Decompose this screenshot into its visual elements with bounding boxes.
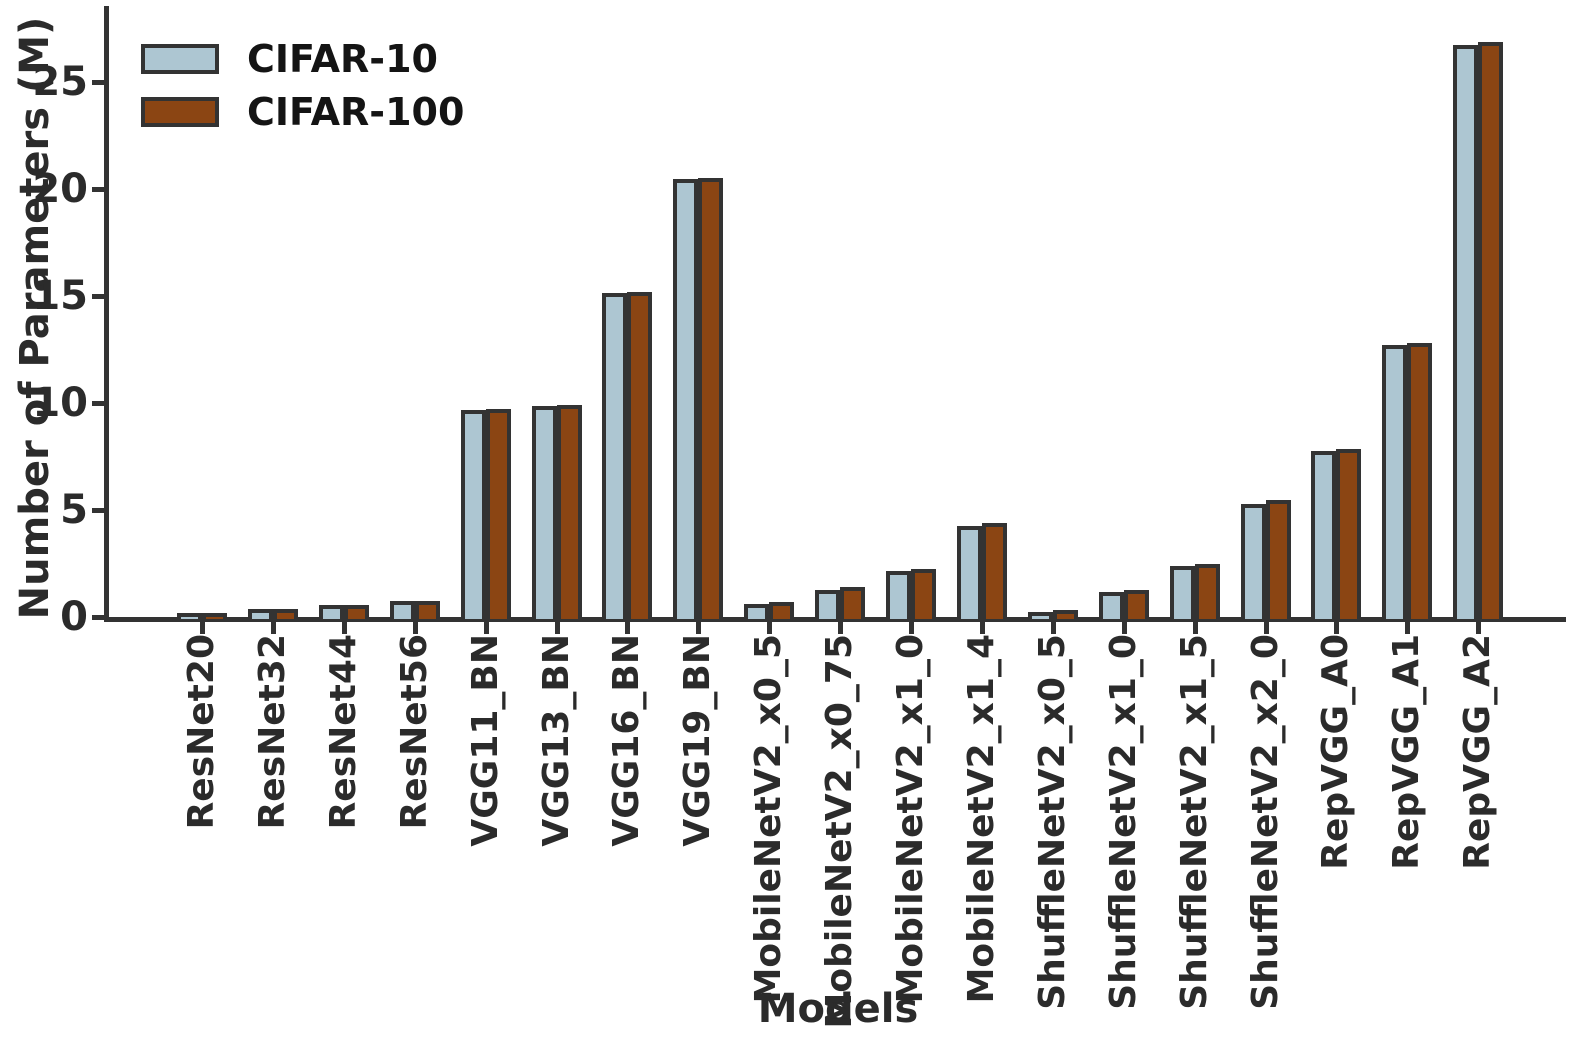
bar-cifar-10-ShuffleNetV2_x1_0 [1099,592,1124,619]
y-tick [92,615,104,620]
bar-cifar-100-MobileNetV2_x1_0 [911,569,936,619]
bar-cifar-100-MobileNetV2_x0_5 [769,602,794,619]
bar-cifar-100-ShuffleNetV2_x1_0 [1124,590,1149,619]
x-tick-label: VGG11_BN [465,634,506,847]
x-tick-label: ShuffleNetV2_x2_0 [1245,634,1286,1010]
bar-cifar-100-ShuffleNetV2_x1_5 [1195,564,1220,619]
bar-cifar-10-VGG19_BN [673,179,698,619]
bar-cifar-100-ShuffleNetV2_x2_0 [1266,500,1291,619]
x-tick [555,622,560,634]
x-tick-label: VGG16_BN [606,634,647,847]
x-tick-label: ResNet44 [323,634,364,830]
legend: CIFAR-10 CIFAR-100 [141,37,465,134]
x-tick [1264,622,1269,634]
bar-cifar-100-VGG16_BN [627,292,652,619]
legend-label-cifar-100: CIFAR-100 [247,90,465,134]
x-tick [271,622,276,634]
x-tick-label: ResNet56 [394,634,435,830]
bar-cifar-100-ResNet44 [344,605,369,619]
bar-cifar-100-ResNet20 [202,613,227,619]
bar-cifar-10-ResNet32 [248,609,273,619]
x-tick [200,622,205,634]
x-tick-label: RepVGG_A0 [1315,634,1356,870]
bar-cifar-100-RepVGG_A2 [1478,42,1503,619]
x-tick-label: ShuffleNetV2_x1_5 [1174,634,1215,1010]
x-tick [838,622,843,634]
x-tick-label: VGG13_BN [536,634,577,847]
bar-cifar-100-RepVGG_A1 [1407,343,1432,619]
y-tick-label: 25 [32,59,88,105]
bar-cifar-100-MobileNetV2_x0_75 [840,587,865,619]
bar-cifar-10-ShuffleNetV2_x1_5 [1170,566,1195,619]
bar-cifar-10-VGG16_BN [602,293,627,619]
bar-cifar-10-MobileNetV2_x1_0 [886,571,911,619]
y-axis-line [104,6,109,622]
bar-cifar-10-ResNet44 [319,605,344,619]
y-tick-label: 0 [60,594,88,640]
bar-cifar-100-RepVGG_A0 [1336,449,1361,619]
legend-swatch-cifar-100 [141,97,219,127]
y-tick-label: 20 [32,166,88,212]
legend-swatch-cifar-10 [141,44,219,74]
x-tick-label: MobileNetV2_x0_75 [819,634,860,1029]
x-tick-label: MobileNetV2_x1_4 [961,634,1002,1004]
x-tick [342,622,347,634]
x-tick-label: ResNet32 [252,634,293,830]
bar-cifar-100-VGG11_BN [486,409,511,619]
legend-label-cifar-10: CIFAR-10 [247,37,438,81]
x-axis-title: Models [757,986,919,1032]
x-tick [484,622,489,634]
bar-cifar-10-ShuffleNetV2_x2_0 [1241,504,1266,619]
bar-cifar-10-MobileNetV2_x0_75 [815,590,840,619]
x-tick-label: VGG19_BN [677,634,718,847]
y-tick [92,187,104,192]
bar-cifar-10-MobileNetV2_x1_4 [957,526,982,619]
x-tick-label: RepVGG_A2 [1457,634,1498,870]
x-tick-label: MobileNetV2_x1_0 [890,634,931,1004]
y-tick-label: 10 [32,380,88,426]
x-tick [696,622,701,634]
y-tick-label: 15 [32,273,88,319]
x-tick-label: MobileNetV2_x0_5 [748,634,789,1004]
x-tick [1405,622,1410,634]
x-tick-label: ShuffleNetV2_x0_5 [1032,634,1073,1010]
bar-cifar-100-ResNet56 [415,601,440,619]
x-tick [1476,622,1481,634]
y-tick [92,508,104,513]
legend-row: CIFAR-10 [141,37,464,81]
x-tick [625,622,630,634]
x-axis-line [104,617,1566,622]
x-tick-label: ResNet20 [181,634,222,830]
x-tick [1193,622,1198,634]
legend-row: CIFAR-100 [141,90,465,134]
x-tick [767,622,772,634]
x-tick [413,622,418,634]
bar-cifar-10-MobileNetV2_x0_5 [744,604,769,619]
bar-cifar-100-MobileNetV2_x1_4 [982,523,1007,619]
y-tick [92,294,104,299]
bar-cifar-10-ShuffleNetV2_x0_5 [1028,612,1053,619]
bar-cifar-10-RepVGG_A1 [1382,345,1407,619]
bar-cifar-100-VGG13_BN [557,405,582,619]
x-tick-label: RepVGG_A1 [1386,634,1427,870]
y-tick [92,401,104,406]
x-tick [1051,622,1056,634]
x-tick [909,622,914,634]
x-tick [1334,622,1339,634]
bar-cifar-10-RepVGG_A2 [1453,45,1478,619]
y-tick [92,80,104,85]
bar-cifar-10-ResNet56 [390,601,415,619]
bar-cifar-10-VGG13_BN [532,406,557,619]
bar-cifar-100-VGG19_BN [698,178,723,619]
bar-cifar-10-ResNet20 [177,613,202,619]
x-tick [980,622,985,634]
bar-cifar-100-ShuffleNetV2_x0_5 [1053,610,1078,619]
bar-cifar-100-ResNet32 [273,609,298,619]
bar-cifar-10-RepVGG_A0 [1311,451,1336,619]
x-tick-label: ShuffleNetV2_x1_0 [1103,634,1144,1010]
bar-cifar-10-VGG11_BN [461,410,486,619]
x-tick [1122,622,1127,634]
y-tick-label: 5 [60,487,88,533]
